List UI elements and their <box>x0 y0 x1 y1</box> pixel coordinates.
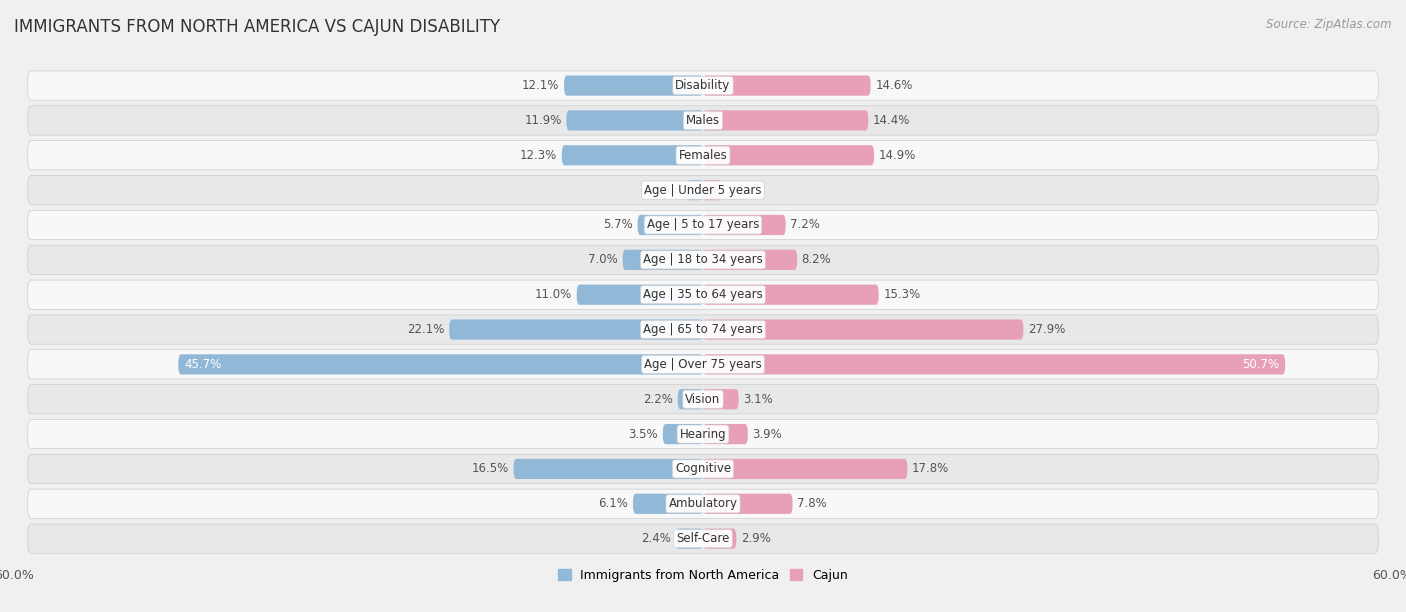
Text: Age | 18 to 34 years: Age | 18 to 34 years <box>643 253 763 266</box>
FancyBboxPatch shape <box>688 180 703 200</box>
FancyBboxPatch shape <box>513 459 703 479</box>
Text: Vision: Vision <box>685 393 721 406</box>
Text: 17.8%: 17.8% <box>912 463 949 476</box>
FancyBboxPatch shape <box>703 459 907 479</box>
FancyBboxPatch shape <box>703 319 1024 340</box>
FancyBboxPatch shape <box>703 529 737 549</box>
Text: Age | Over 75 years: Age | Over 75 years <box>644 358 762 371</box>
FancyBboxPatch shape <box>637 215 703 235</box>
FancyBboxPatch shape <box>576 285 703 305</box>
FancyBboxPatch shape <box>562 145 703 165</box>
FancyBboxPatch shape <box>450 319 703 340</box>
Legend: Immigrants from North America, Cajun: Immigrants from North America, Cajun <box>553 564 853 587</box>
Text: 14.6%: 14.6% <box>875 79 912 92</box>
Text: 7.0%: 7.0% <box>588 253 619 266</box>
FancyBboxPatch shape <box>28 349 1378 379</box>
Text: 7.8%: 7.8% <box>797 498 827 510</box>
FancyBboxPatch shape <box>623 250 703 270</box>
Text: Females: Females <box>679 149 727 162</box>
FancyBboxPatch shape <box>703 389 738 409</box>
Text: 6.1%: 6.1% <box>599 498 628 510</box>
FancyBboxPatch shape <box>28 211 1378 240</box>
Text: 3.9%: 3.9% <box>752 428 782 441</box>
Text: 3.5%: 3.5% <box>628 428 658 441</box>
Text: 12.1%: 12.1% <box>522 79 560 92</box>
FancyBboxPatch shape <box>28 280 1378 309</box>
Text: Source: ZipAtlas.com: Source: ZipAtlas.com <box>1267 18 1392 31</box>
Text: Age | 65 to 74 years: Age | 65 to 74 years <box>643 323 763 336</box>
FancyBboxPatch shape <box>564 75 703 95</box>
Text: 16.5%: 16.5% <box>471 463 509 476</box>
FancyBboxPatch shape <box>703 285 879 305</box>
Text: Age | Under 5 years: Age | Under 5 years <box>644 184 762 196</box>
Text: 15.3%: 15.3% <box>883 288 921 301</box>
FancyBboxPatch shape <box>703 250 797 270</box>
Text: 5.7%: 5.7% <box>603 218 633 231</box>
FancyBboxPatch shape <box>28 384 1378 414</box>
FancyBboxPatch shape <box>662 424 703 444</box>
FancyBboxPatch shape <box>675 529 703 549</box>
FancyBboxPatch shape <box>28 176 1378 205</box>
Text: Hearing: Hearing <box>679 428 727 441</box>
Text: 50.7%: 50.7% <box>1243 358 1279 371</box>
Text: 11.0%: 11.0% <box>534 288 572 301</box>
FancyBboxPatch shape <box>179 354 703 375</box>
Text: 27.9%: 27.9% <box>1028 323 1066 336</box>
Text: Ambulatory: Ambulatory <box>668 498 738 510</box>
Text: 14.9%: 14.9% <box>879 149 917 162</box>
Text: Disability: Disability <box>675 79 731 92</box>
Text: 3.1%: 3.1% <box>744 393 773 406</box>
FancyBboxPatch shape <box>633 494 703 514</box>
Text: Cognitive: Cognitive <box>675 463 731 476</box>
FancyBboxPatch shape <box>28 524 1378 553</box>
Text: 45.7%: 45.7% <box>184 358 221 371</box>
Text: IMMIGRANTS FROM NORTH AMERICA VS CAJUN DISABILITY: IMMIGRANTS FROM NORTH AMERICA VS CAJUN D… <box>14 18 501 36</box>
Text: 12.3%: 12.3% <box>520 149 557 162</box>
Text: Males: Males <box>686 114 720 127</box>
FancyBboxPatch shape <box>28 71 1378 100</box>
Text: 22.1%: 22.1% <box>408 323 444 336</box>
FancyBboxPatch shape <box>567 110 703 130</box>
FancyBboxPatch shape <box>678 389 703 409</box>
Text: Age | 35 to 64 years: Age | 35 to 64 years <box>643 288 763 301</box>
Text: 14.4%: 14.4% <box>873 114 910 127</box>
FancyBboxPatch shape <box>703 215 786 235</box>
FancyBboxPatch shape <box>28 245 1378 274</box>
FancyBboxPatch shape <box>703 145 875 165</box>
Text: 2.4%: 2.4% <box>641 532 671 545</box>
FancyBboxPatch shape <box>703 354 1285 375</box>
FancyBboxPatch shape <box>28 315 1378 344</box>
Text: 8.2%: 8.2% <box>801 253 831 266</box>
Text: 1.4%: 1.4% <box>652 184 682 196</box>
FancyBboxPatch shape <box>28 419 1378 449</box>
FancyBboxPatch shape <box>703 110 869 130</box>
FancyBboxPatch shape <box>28 489 1378 518</box>
Text: Age | 5 to 17 years: Age | 5 to 17 years <box>647 218 759 231</box>
FancyBboxPatch shape <box>703 75 870 95</box>
FancyBboxPatch shape <box>28 141 1378 170</box>
Text: 1.6%: 1.6% <box>725 184 756 196</box>
Text: 2.2%: 2.2% <box>644 393 673 406</box>
FancyBboxPatch shape <box>703 424 748 444</box>
Text: 7.2%: 7.2% <box>790 218 820 231</box>
Text: 11.9%: 11.9% <box>524 114 562 127</box>
FancyBboxPatch shape <box>703 180 721 200</box>
Text: Self-Care: Self-Care <box>676 532 730 545</box>
FancyBboxPatch shape <box>28 106 1378 135</box>
Text: 2.9%: 2.9% <box>741 532 770 545</box>
FancyBboxPatch shape <box>28 454 1378 483</box>
FancyBboxPatch shape <box>703 494 793 514</box>
